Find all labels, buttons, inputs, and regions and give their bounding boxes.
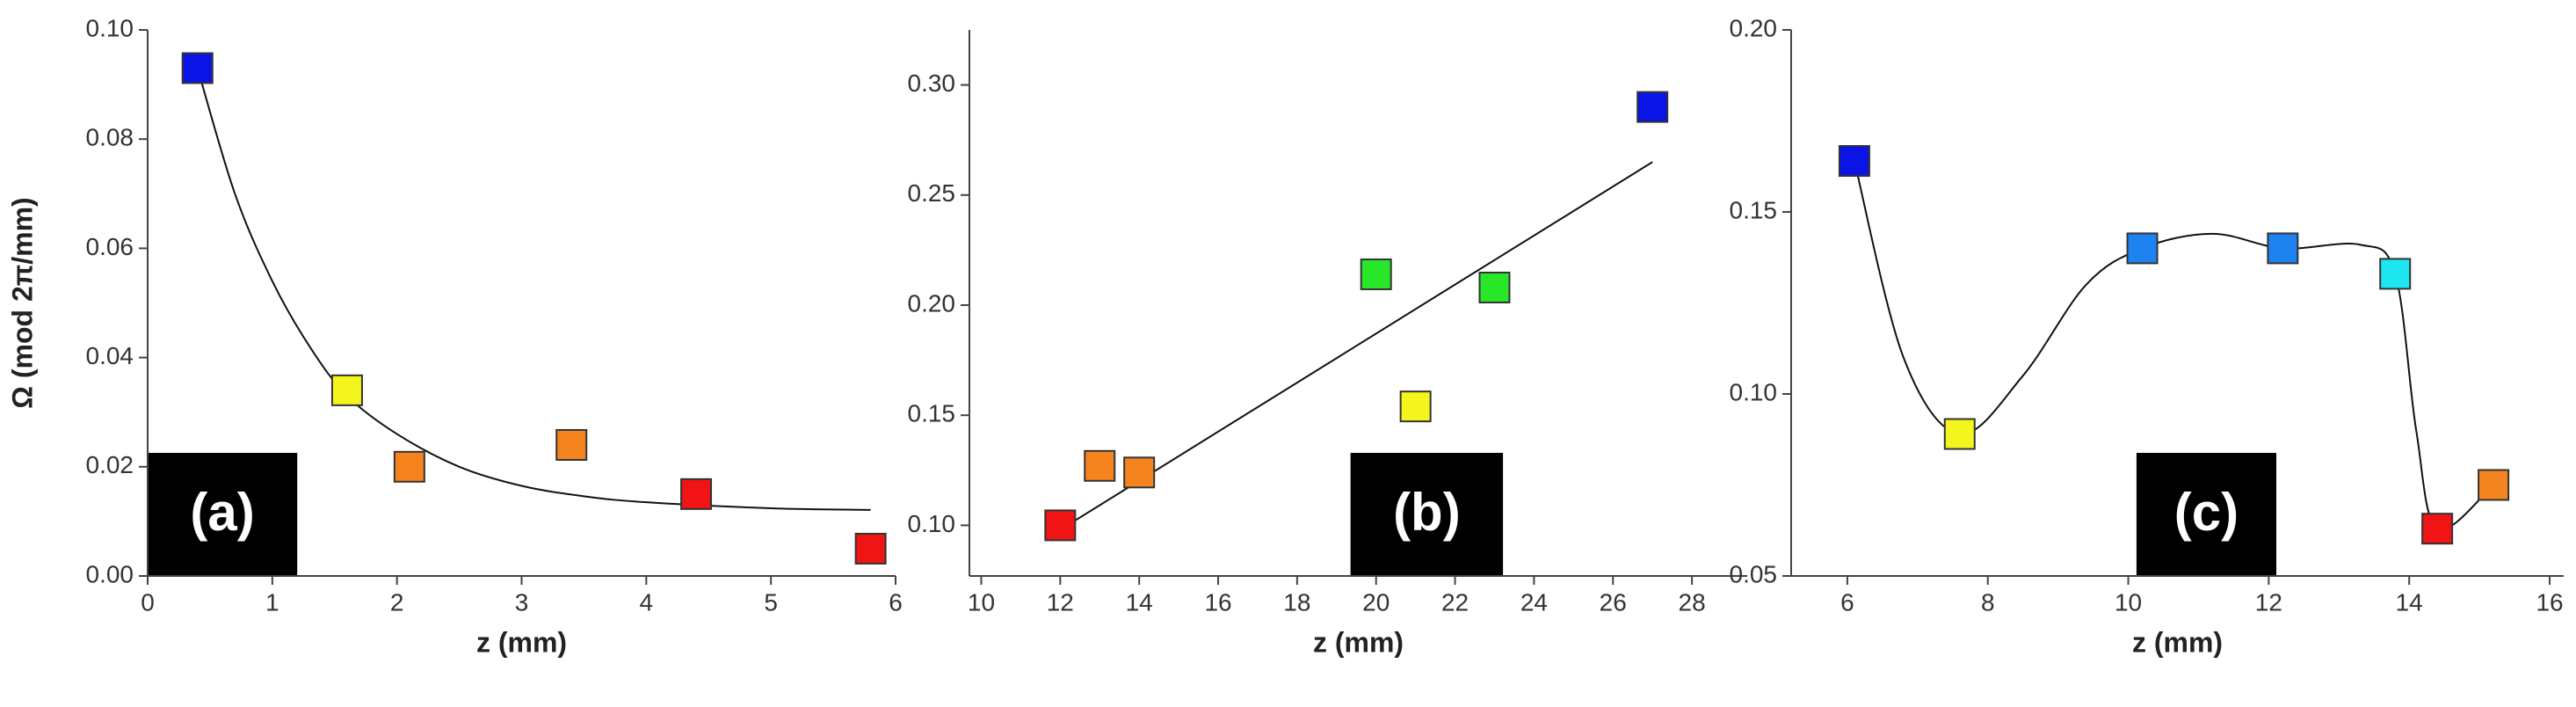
x-tick-label: 1 (265, 588, 279, 616)
y-tick-label: 0.15 (908, 400, 956, 427)
x-axis-title: z (mm) (1313, 626, 1404, 658)
point (2421, 513, 2454, 545)
x-tick-label: 2 (390, 588, 404, 616)
y-tick-label: 0.20 (1730, 14, 1778, 41)
point (330, 374, 363, 406)
point (393, 450, 425, 483)
x-tick-label: 0 (141, 588, 155, 616)
annotation: (a) (190, 483, 254, 542)
annotation-box (148, 453, 298, 576)
y-tick-label: 0.06 (86, 233, 134, 260)
y-tick-label: 0.20 (908, 289, 956, 317)
x-tick-label: 12 (1047, 588, 1074, 616)
point (1399, 390, 1432, 423)
x-tick-label: 24 (1520, 588, 1548, 616)
point (2126, 232, 2159, 265)
point (1478, 271, 1511, 303)
y-tick-label: 0.10 (86, 14, 134, 41)
x-axis-title: z (mm) (2132, 626, 2223, 658)
fit-curve (1059, 161, 1653, 531)
x-tick-label: 16 (2536, 588, 2563, 616)
fit-curve (196, 68, 871, 511)
y-axis-title: Ω (mod 2π/mm) (6, 197, 38, 408)
annotation: (b) (1393, 483, 1461, 542)
y-tick-label: 0.15 (1730, 196, 1778, 223)
point (1636, 91, 1669, 123)
point (1360, 258, 1392, 290)
x-tick-label: 12 (2255, 588, 2282, 616)
y-tick-label: 0.00 (86, 560, 134, 587)
y-tick-label: 0.08 (86, 124, 134, 151)
x-tick-label: 26 (1600, 588, 1627, 616)
point (680, 477, 713, 510)
point (181, 52, 214, 84)
x-tick-label: 10 (2115, 588, 2142, 616)
y-tick-label: 0.25 (908, 179, 956, 207)
x-tick-label: 18 (1283, 588, 1310, 616)
x-tick-label: 14 (2396, 588, 2423, 616)
point (555, 428, 588, 461)
x-tick-label: 20 (1362, 588, 1390, 616)
y-tick-label: 0.04 (86, 342, 134, 369)
fit-curve (1853, 160, 2494, 531)
point (1123, 456, 1156, 489)
point (1943, 418, 1976, 450)
point (854, 532, 887, 565)
x-tick-label: 16 (1204, 588, 1231, 616)
x-axis-title: z (mm) (476, 626, 567, 658)
x-tick-label: 10 (968, 588, 995, 616)
point (2379, 258, 2412, 290)
point (1084, 449, 1116, 482)
y-tick-label: 0.10 (908, 510, 956, 537)
x-tick-label: 5 (764, 588, 778, 616)
y-tick-label: 0.30 (908, 69, 956, 97)
annotation: (c) (2174, 483, 2239, 542)
x-tick-label: 4 (640, 588, 654, 616)
annotation-box (2136, 453, 2277, 576)
x-tick-label: 14 (1126, 588, 1153, 616)
point (2267, 232, 2299, 265)
x-tick-label: 6 (889, 588, 903, 616)
y-tick-label: 0.05 (1730, 560, 1778, 587)
point (1838, 145, 1870, 178)
annotation-box (1350, 453, 1504, 576)
x-tick-label: 6 (1840, 588, 1854, 616)
point (1044, 509, 1077, 542)
x-tick-label: 8 (1981, 588, 1995, 616)
point (2478, 469, 2510, 501)
y-tick-label: 0.10 (1730, 378, 1778, 405)
x-tick-label: 22 (1441, 588, 1469, 616)
x-tick-label: 28 (1679, 588, 1706, 616)
x-tick-label: 3 (515, 588, 529, 616)
y-tick-label: 0.02 (86, 451, 134, 478)
